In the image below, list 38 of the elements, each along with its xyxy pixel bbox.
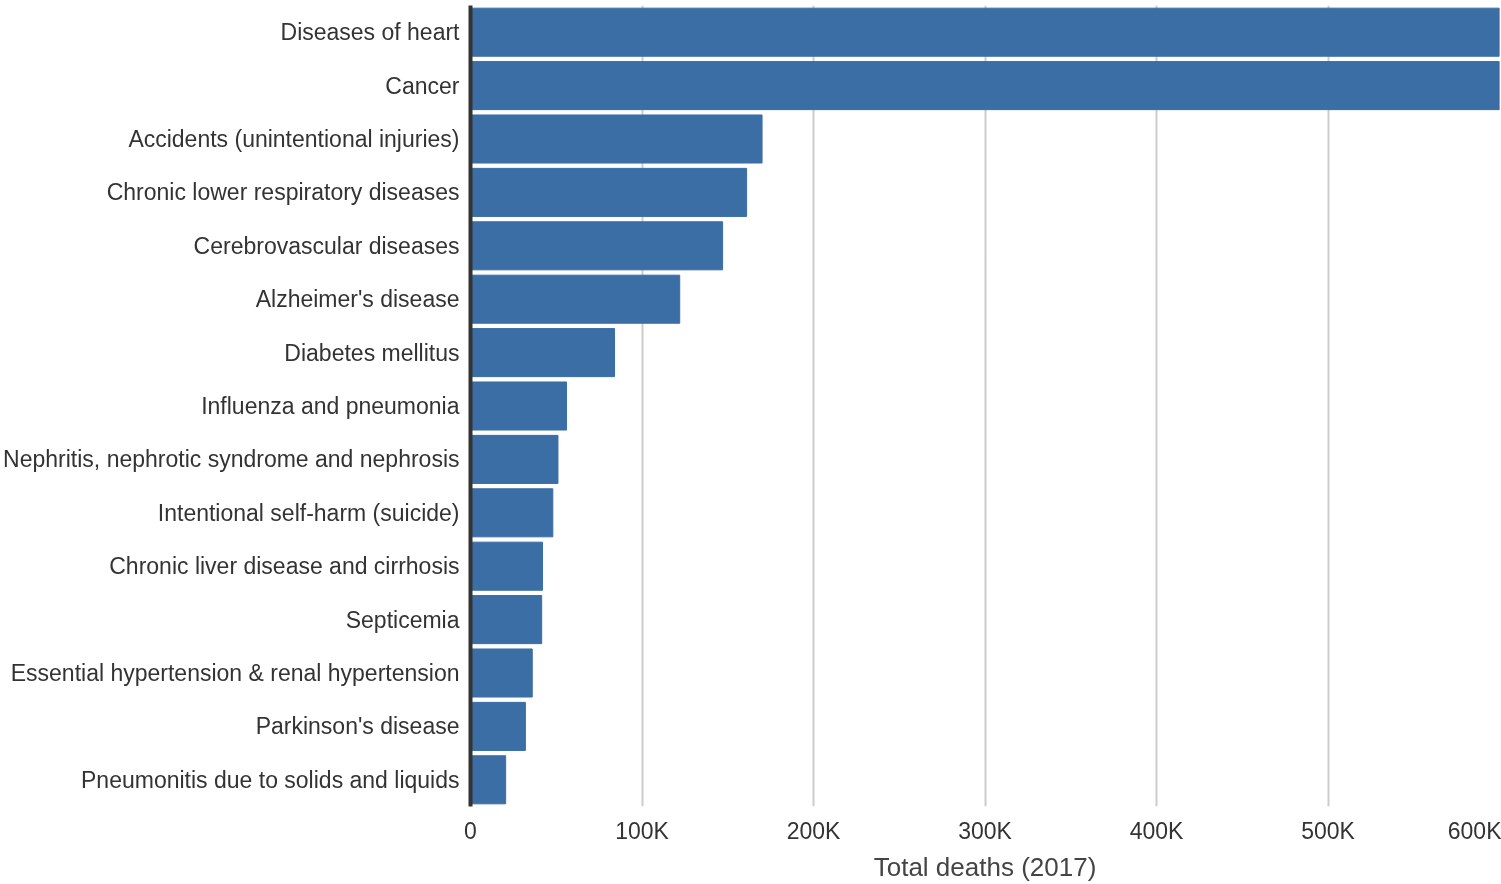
bar (470, 114, 763, 164)
bar (470, 7, 1500, 57)
bar (470, 488, 554, 538)
bar (470, 595, 543, 645)
bar (470, 61, 1500, 111)
x-tick-label: 500K (1301, 817, 1356, 844)
bar (470, 221, 724, 271)
y-tick-label: Diseases of heart (280, 19, 461, 46)
y-tick-label: Chronic liver disease and cirrhosis (109, 553, 460, 580)
y-tick-label: Nephritis, nephrotic syndrome and nephrosis (3, 446, 460, 473)
x-tick-label: 600K (1447, 817, 1501, 844)
x-axis-title: Total deaths (2017) (873, 851, 1097, 882)
x-tick-label: 0 (464, 817, 477, 844)
y-tick-label: Essential hypertension & renal hypertension (10, 660, 460, 686)
y-tick-label: Influenza and pneumonia (201, 393, 460, 419)
x-tick-label: 200K (786, 817, 842, 844)
bar (470, 648, 533, 698)
y-tick-label: Diabetes mellitus (284, 339, 460, 366)
y-tick-label: Pneumonitis due to solids and liquids (81, 766, 460, 793)
y-tick-label: Parkinson's disease (255, 713, 460, 740)
bar (470, 755, 507, 805)
y-tick-label: Cancer (385, 72, 460, 99)
bar (470, 434, 559, 484)
x-tick-label: 300K (958, 817, 1013, 844)
bar (470, 274, 681, 324)
bar (470, 701, 526, 751)
bar (470, 541, 544, 591)
y-tick-label: Accidents (unintentional injuries) (128, 126, 460, 152)
x-tick-label: 100K (615, 817, 670, 844)
bar (470, 167, 748, 217)
bar (470, 381, 568, 431)
y-tick-label: Alzheimer's disease (255, 286, 460, 313)
y-tick-label: Intentional self-harm (suicide) (157, 499, 460, 526)
y-tick-label: Septicemia (345, 606, 460, 633)
x-tick-label: 400K (1129, 817, 1185, 844)
bar (470, 328, 616, 378)
y-tick-label: Cerebrovascular diseases (193, 232, 460, 259)
y-tick-label: Chronic lower respiratory diseases (106, 179, 460, 206)
